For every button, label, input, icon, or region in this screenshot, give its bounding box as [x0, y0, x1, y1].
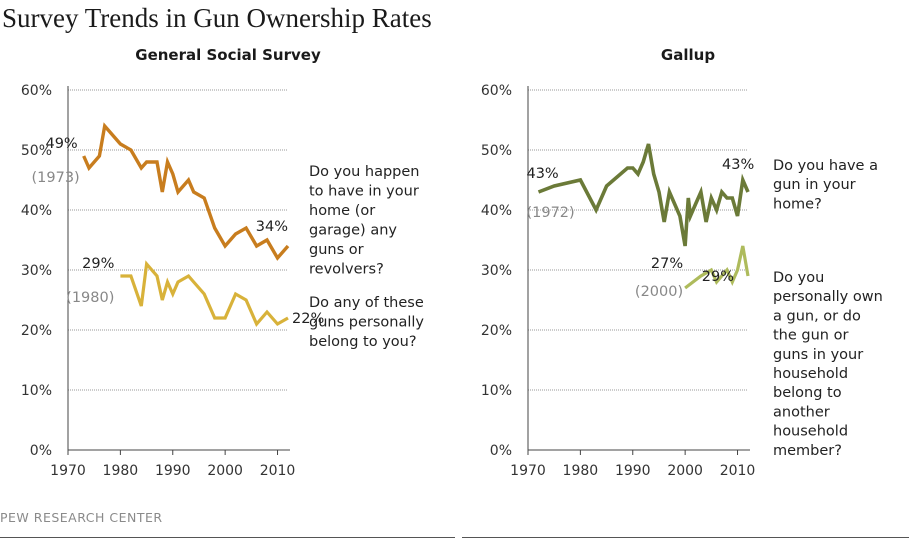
end-value-label: 29% [702, 269, 734, 285]
question-text-line: guns or [309, 242, 364, 258]
question-text-line: gun in your [773, 177, 856, 193]
y-tick-label: 20% [481, 323, 512, 339]
series-line [684, 245, 750, 290]
question-text-line: a gun, or do [773, 308, 861, 324]
series-line [82, 122, 290, 261]
panel-title: General Social Survey [135, 46, 321, 64]
y-tick-label: 10% [481, 383, 512, 399]
x-tick-label: 1990 [615, 463, 651, 479]
start-year-label: (1972) [526, 205, 574, 221]
y-tick-label: 30% [481, 263, 512, 279]
y-tick-label: 60% [481, 83, 512, 99]
question-text-line: household [773, 366, 848, 382]
y-tick-label: 20% [21, 323, 52, 339]
source-credit: PEW RESEARCH CENTER [0, 510, 163, 525]
question-text-line: member? [773, 443, 842, 459]
question-text-line: belong to [773, 385, 842, 401]
question-text-line: belong to you? [309, 334, 417, 350]
end-value-label: 43% [722, 157, 754, 173]
y-tick-label: 0% [490, 443, 512, 459]
y-tick-label: 0% [30, 443, 52, 459]
question-text-line: Do you have a [773, 158, 878, 174]
y-tick-label: 40% [21, 203, 52, 219]
question-text-line: home? [773, 196, 822, 212]
start-value-label: 49% [45, 136, 77, 152]
x-tick-label: 2000 [667, 463, 703, 479]
question-text-line: Do you [773, 270, 824, 286]
start-value-label: 43% [526, 166, 558, 182]
y-tick-label: 30% [21, 263, 52, 279]
y-tick-label: 50% [21, 143, 52, 159]
x-tick-label: 1970 [510, 463, 546, 479]
start-year-label: (1980) [66, 290, 114, 306]
start-year-label: (1973) [31, 170, 79, 186]
question-text-line: Do you happen [309, 164, 420, 180]
panel-title: Gallup [661, 46, 715, 64]
x-tick-label: 1980 [103, 463, 139, 479]
question-text-line: guns in your [773, 347, 863, 363]
x-tick-label: 1990 [155, 463, 191, 479]
y-tick-label: 60% [21, 83, 52, 99]
end-value-label: 34% [256, 219, 288, 235]
question-text-line: home (or [309, 203, 375, 219]
start-value-label: 27% [651, 256, 683, 272]
y-tick-label: 50% [481, 143, 512, 159]
x-tick-label: 2000 [207, 463, 243, 479]
question-text-line: garage) any [309, 223, 397, 239]
y-tick-label: 40% [481, 203, 512, 219]
bottom-rule-left [0, 537, 455, 538]
series-line [120, 260, 289, 327]
question-text-line: revolvers? [309, 262, 384, 278]
question-text-line: Do any of these [309, 295, 424, 311]
x-tick-label: 1970 [50, 463, 86, 479]
x-tick-label: 2010 [720, 463, 756, 479]
question-text-line: another [773, 404, 830, 420]
end-value-label: 22% [292, 311, 324, 327]
bottom-rule-right [462, 537, 909, 538]
start-year-label: (2000) [635, 284, 683, 300]
question-text-line: the gun or [773, 328, 848, 344]
page-title: Survey Trends in Gun Ownership Rates [2, 3, 432, 33]
question-text-line: guns personally [309, 315, 424, 331]
series-line [537, 143, 750, 247]
x-tick-label: 1980 [563, 463, 599, 479]
x-tick-label: 2010 [260, 463, 296, 479]
question-text-line: to have in your [309, 184, 419, 200]
y-tick-label: 10% [21, 383, 52, 399]
question-text-line: personally own [773, 289, 883, 305]
start-value-label: 29% [82, 256, 114, 272]
question-text-line: household [773, 424, 848, 440]
